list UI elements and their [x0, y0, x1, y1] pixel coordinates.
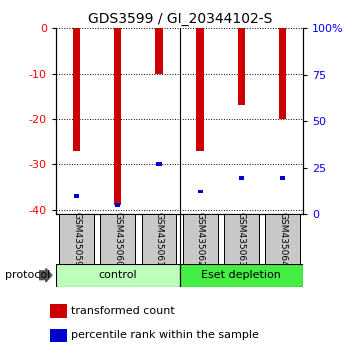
- Bar: [142, 214, 176, 264]
- Text: GDS3599 / GI_20344102-S: GDS3599 / GI_20344102-S: [88, 12, 273, 27]
- Bar: [280, 176, 285, 180]
- Bar: [74, 194, 79, 198]
- Bar: [59, 214, 94, 264]
- Text: protocol: protocol: [5, 270, 51, 280]
- FancyArrow shape: [39, 268, 52, 282]
- Bar: [100, 214, 135, 264]
- Bar: [224, 214, 259, 264]
- Bar: [279, 28, 286, 119]
- Bar: [196, 28, 204, 151]
- Bar: [155, 28, 163, 74]
- Bar: [114, 28, 122, 205]
- Bar: [265, 214, 300, 264]
- Text: Eset depletion: Eset depletion: [201, 270, 281, 280]
- Text: transformed count: transformed count: [71, 306, 175, 316]
- Bar: [73, 28, 80, 151]
- Bar: [238, 28, 245, 105]
- Text: control: control: [99, 270, 137, 280]
- Text: percentile rank within the sample: percentile rank within the sample: [71, 330, 259, 340]
- Bar: [239, 176, 244, 180]
- Bar: [197, 190, 203, 193]
- Bar: [156, 162, 162, 166]
- Bar: [56, 264, 180, 287]
- Text: GSM435061: GSM435061: [155, 211, 164, 267]
- Text: GSM435060: GSM435060: [113, 211, 122, 267]
- Bar: [115, 203, 121, 207]
- Bar: [49, 304, 66, 318]
- Text: GSM435064: GSM435064: [278, 212, 287, 266]
- Bar: [49, 329, 66, 342]
- Text: GSM435059: GSM435059: [72, 211, 81, 267]
- Bar: [183, 214, 218, 264]
- Bar: [180, 264, 303, 287]
- Text: GSM435062: GSM435062: [196, 212, 205, 266]
- Text: GSM435063: GSM435063: [237, 211, 246, 267]
